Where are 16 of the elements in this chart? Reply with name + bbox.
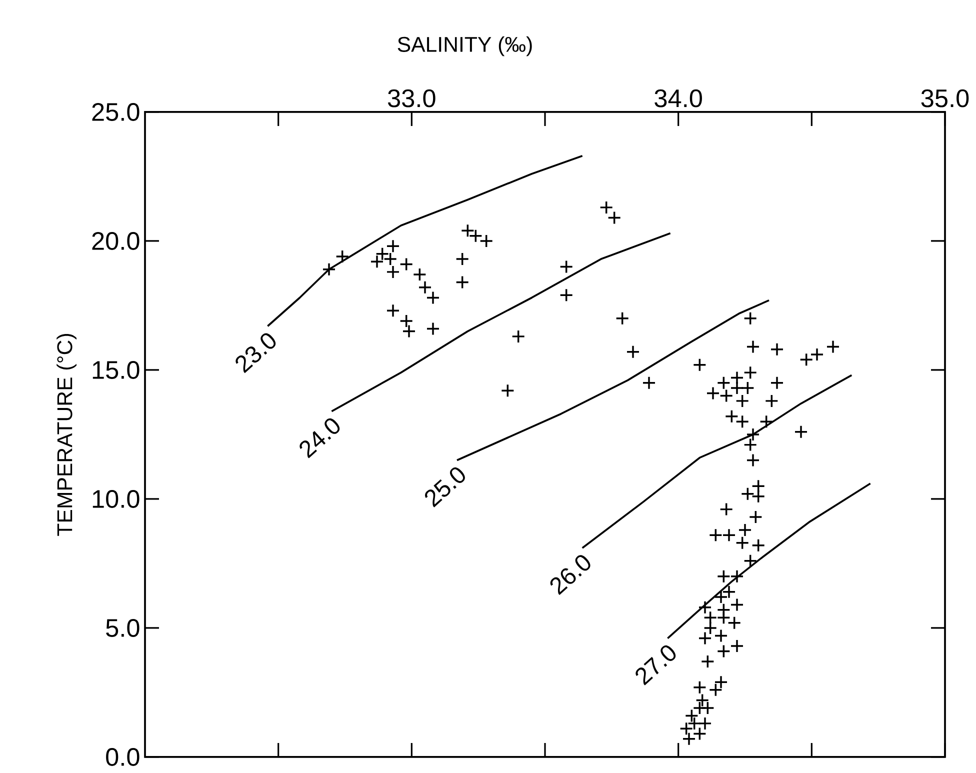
text: 27.0 bbox=[636, 645, 676, 686]
x-axis-title: SALINITY (‰) bbox=[398, 36, 532, 56]
y-axis-title: TEMPERATURE (°C) bbox=[56, 334, 76, 536]
y-tick-label: 20.0 bbox=[92, 232, 140, 250]
y-tick-label: 25.0 bbox=[92, 103, 140, 121]
y-tick-label: 0.0 bbox=[106, 748, 140, 766]
y-tick-label: 15.0 bbox=[92, 361, 140, 379]
y-tick-label: 10.0 bbox=[92, 490, 140, 508]
text: 26.0 bbox=[550, 555, 590, 596]
text: 23.0 bbox=[236, 333, 276, 374]
x-tick-label: 34.0 bbox=[654, 89, 702, 108]
x-tick-label: 33.0 bbox=[388, 89, 436, 108]
y-tick-label: 5.0 bbox=[106, 619, 140, 637]
text: 24.0 bbox=[300, 418, 340, 458]
x-tick-label: 35.0 bbox=[921, 89, 969, 108]
text: 25.0 bbox=[425, 467, 465, 508]
